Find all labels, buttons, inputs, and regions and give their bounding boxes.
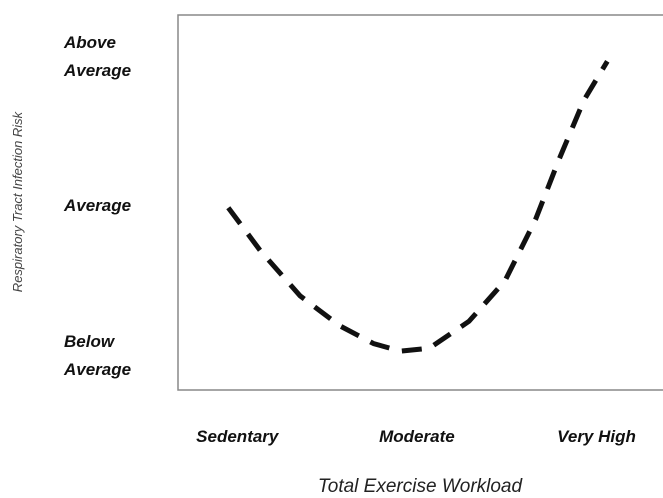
y-tick-label: Below Average [64,331,132,379]
y-tick-label: Average [64,196,132,216]
x-tick-label: Sedentary [196,427,280,446]
risk-curve [226,60,610,354]
x-axis-label: Total Exercise Workload [318,476,524,497]
plot-frame [177,14,663,391]
y-tick-label: Above Average [64,32,132,80]
y-axis-label: Respiratory Tract Infection Risk [10,110,25,292]
x-tick-label: Very High [557,427,636,446]
x-tick-label: Moderate [379,427,455,446]
